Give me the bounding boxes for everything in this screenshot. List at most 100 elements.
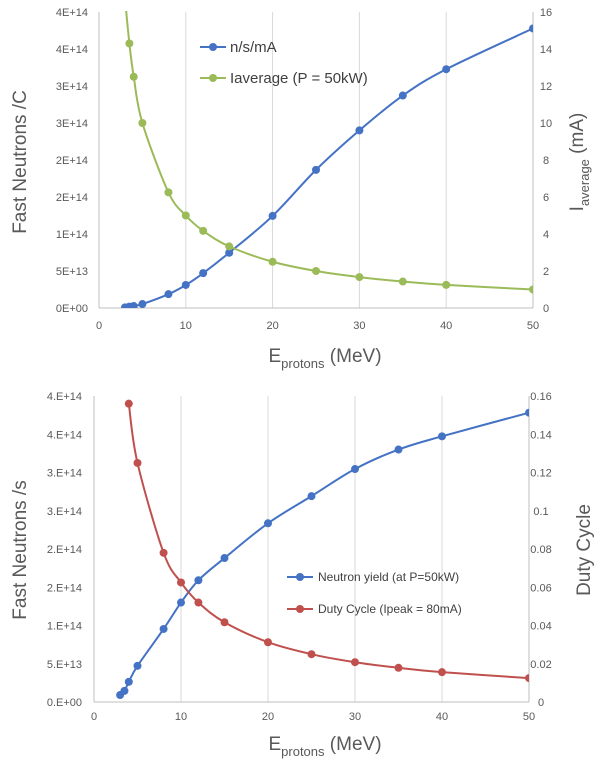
- data-point: [264, 519, 272, 528]
- legend-label: n/s/mA: [230, 39, 277, 56]
- y2-tick-label: 0.06: [530, 582, 551, 594]
- y-tick-label: 4.E+14: [47, 391, 82, 403]
- data-point: [194, 576, 203, 585]
- legend: n/s/mA Iaverage (P = 50kW): [200, 39, 368, 87]
- y-tick-label: 4.E+14: [47, 429, 82, 441]
- axes: [98, 12, 534, 309]
- x-tick-label: 40: [436, 711, 448, 723]
- data-point: [199, 226, 208, 235]
- y2-tick-label: 0.04: [530, 621, 551, 633]
- data-point: [124, 399, 133, 408]
- y2-tick-label: 0.16: [530, 391, 551, 403]
- data-point: [177, 578, 185, 587]
- chart-neutrons-per-coulomb: 0 10 20 30 40 500E+005E+131E+142E+142E+143E+1…: [10, 7, 592, 371]
- y-tick-label: 2.E+14: [47, 582, 82, 594]
- y2-tick-label: 14: [540, 44, 552, 56]
- data-point: [525, 408, 529, 417]
- y-tick-label: 3E+14: [56, 81, 88, 93]
- legend-label: Neutron yield (at P=50kW): [318, 570, 459, 584]
- legend-label: Duty Cycle (Ipeak = 80mA): [318, 602, 462, 616]
- data-point: [351, 465, 359, 474]
- series-0: [121, 24, 533, 308]
- series-line: [127, 403, 529, 680]
- series-0: [116, 408, 529, 700]
- y-tick-label: 3.E+14: [47, 506, 82, 518]
- data-point: [129, 72, 138, 81]
- x-tick-label: 30: [349, 711, 361, 723]
- data-point: [133, 458, 142, 467]
- y-tick-label: 2E+14: [56, 192, 88, 204]
- x-tick-label: 20: [262, 711, 274, 723]
- data-point: [159, 548, 168, 557]
- data-point: [120, 686, 129, 695]
- y2-tick-label: 8: [543, 155, 549, 167]
- y-tick-label: 4E+14: [56, 44, 88, 56]
- y2-tick-label: 0: [543, 303, 549, 315]
- gridlines: [185, 12, 534, 308]
- data-point: [529, 24, 533, 33]
- data-point: [164, 290, 173, 299]
- y-tick-label: 2E+14: [56, 155, 88, 167]
- y-tick-label: 0E+00: [56, 303, 88, 315]
- data-point: [442, 65, 451, 74]
- data-point: [355, 273, 364, 282]
- y-tick-label: 0.E+00: [47, 697, 82, 709]
- data-point: [220, 618, 229, 627]
- data-point: [312, 165, 320, 174]
- series: [116, 399, 529, 700]
- gridlines: [180, 396, 530, 702]
- legend: Neutron yield (at P=50kW) Duty Cycle (Ip…: [287, 570, 462, 616]
- y-axis-title: Fast Neutrons /s: [10, 480, 31, 619]
- y-tick-label: 5.E+13: [47, 659, 82, 671]
- legend-entry-n-s-ma: n/s/mA: [200, 39, 277, 56]
- y2-tick-label: 0.08: [530, 544, 551, 556]
- data-point: [194, 598, 203, 607]
- x-tick-label: 0: [96, 320, 102, 332]
- data-point: [307, 492, 316, 501]
- data-point: [398, 277, 407, 286]
- x-tick-label: 30: [353, 320, 365, 332]
- data-point: [264, 638, 272, 647]
- data-point: [177, 598, 185, 607]
- x-tick-label: 50: [527, 320, 539, 332]
- x-tick-label: 0: [91, 711, 97, 723]
- y-tick-label: 2.E+14: [47, 544, 82, 556]
- legend-entry-iaverage: Iaverage (P = 50kW): [200, 70, 368, 87]
- data-point: [394, 663, 403, 672]
- legend-entry-duty-cycle: Duty Cycle (Ipeak = 80mA): [287, 602, 462, 616]
- x-tick-label: 10: [175, 711, 187, 723]
- y2-tick-label: 10: [540, 118, 552, 130]
- data-point: [307, 650, 316, 659]
- legend-label: Iaverage (P = 50kW): [230, 70, 368, 87]
- legend-entry-neutron-yield: Neutron yield (at P=50kW): [287, 570, 459, 584]
- data-point: [268, 211, 277, 220]
- data-point: [129, 302, 138, 308]
- data-point: [138, 300, 147, 308]
- chart-neutrons-per-second: 0 10 20 30 40 50 0.E+00 5.E+13 1.E+14 2.E+14 2.E+1…: [10, 391, 595, 759]
- data-point: [355, 126, 364, 135]
- y-tick-label: 4E+14: [56, 7, 88, 19]
- data-point: [351, 658, 359, 667]
- data-point: [220, 554, 229, 563]
- data-point: [159, 624, 168, 633]
- x-axis-title: Eprotons (MeV): [268, 734, 381, 759]
- data-point: [199, 269, 208, 278]
- data-point: [438, 668, 446, 677]
- data-point: [181, 211, 190, 220]
- x-tick-label: 40: [440, 320, 452, 332]
- y-tick-label: 3E+14: [56, 118, 88, 130]
- tick-labels: 0 10 20 30 40 500E+005E+131E+142E+142E+143E+1…: [56, 7, 552, 332]
- series-1: [125, 11, 533, 294]
- tick-labels: 0 10 20 30 40 50 0.E+00 5.E+13 1.E+14 2.E+14 2.E+1…: [47, 391, 552, 723]
- data-point: [394, 445, 403, 454]
- y-tick-label: 1.E+14: [47, 621, 82, 633]
- y2-tick-label: 12: [540, 81, 552, 93]
- y2-tick-label: 6: [543, 192, 549, 204]
- y2-tick-label: 0.14: [530, 429, 551, 441]
- data-point: [312, 267, 320, 275]
- data-point: [529, 285, 533, 294]
- y-tick-label: 5E+13: [56, 266, 88, 278]
- y2-tick-label: 0.02: [530, 659, 551, 671]
- data-point: [124, 677, 133, 686]
